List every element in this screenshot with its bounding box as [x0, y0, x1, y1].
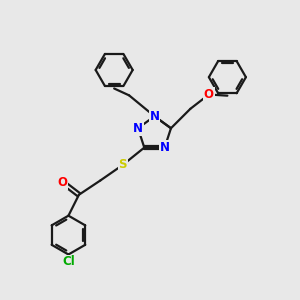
Text: O: O — [58, 176, 68, 189]
Text: N: N — [149, 110, 160, 123]
Text: O: O — [204, 88, 214, 101]
Text: N: N — [160, 141, 170, 154]
Text: Cl: Cl — [62, 256, 75, 268]
Text: N: N — [133, 122, 143, 135]
Text: S: S — [118, 158, 127, 171]
